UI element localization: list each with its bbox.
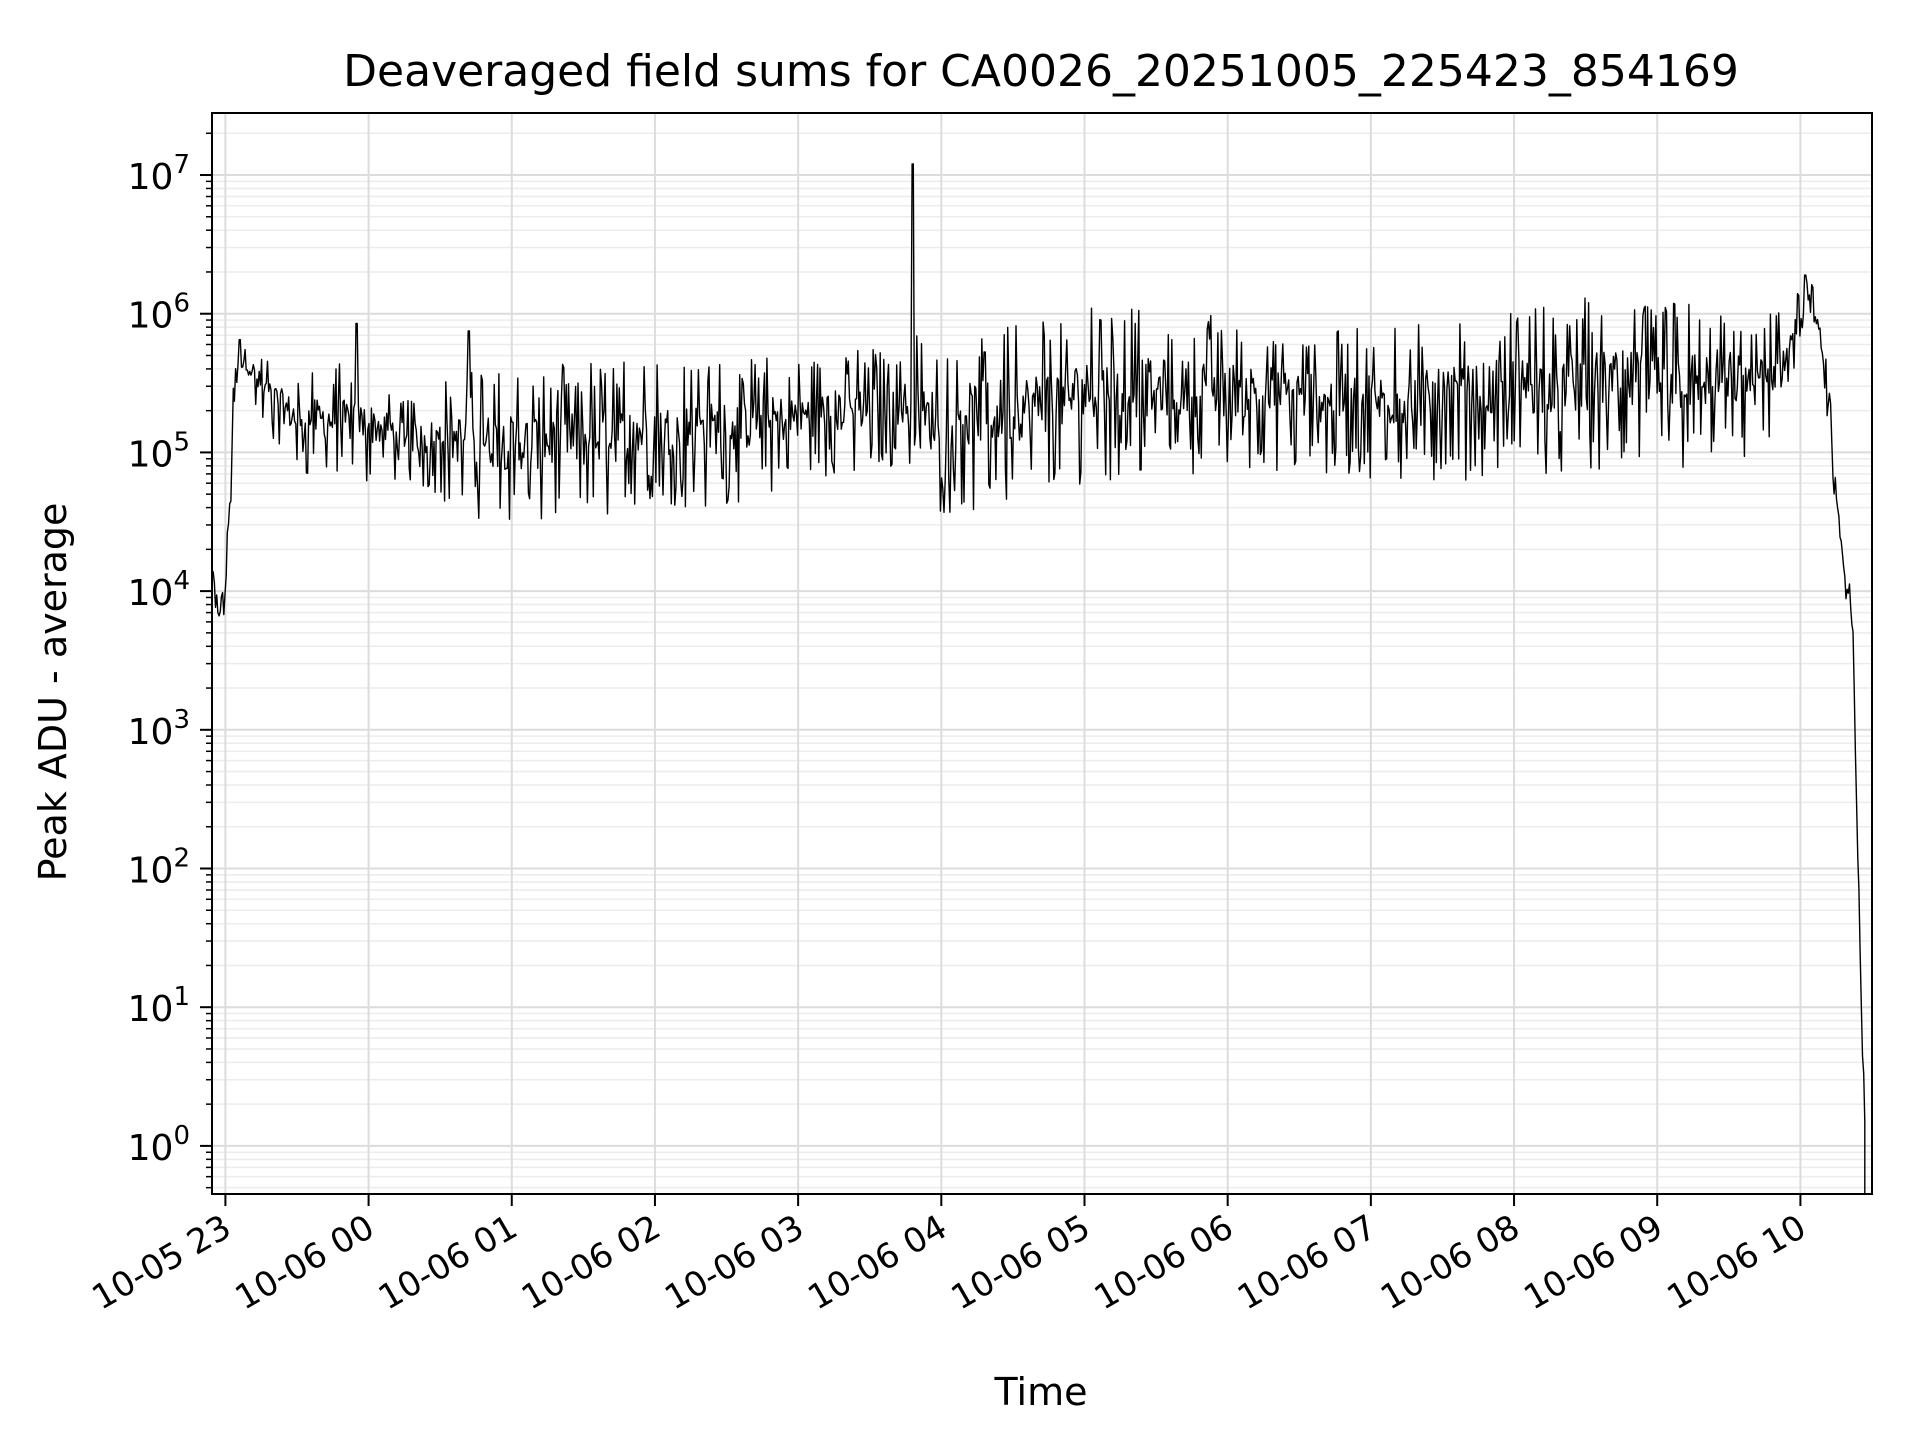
series-line [211,163,1866,1194]
y-tick-label: 106 [128,289,190,337]
grid [212,113,1872,1194]
y-tick-label: 100 [128,1121,190,1169]
plot-frame [211,112,1873,1195]
x-axis-label: Time [994,1370,1088,1414]
y-tick-label: 105 [128,427,190,475]
y-tick-label: 107 [128,150,190,198]
y-tick-label: 102 [128,844,190,892]
y-axis-label: Peak ADU - average [31,503,75,882]
y-tick-label: 101 [128,982,190,1030]
series-layer [211,163,1866,1194]
y-tick-label: 104 [128,566,190,614]
y-tick-label: 103 [128,705,190,753]
chart-title: Deaveraged field sums for CA0026_2025100… [343,46,1739,97]
axes [211,112,1873,1195]
